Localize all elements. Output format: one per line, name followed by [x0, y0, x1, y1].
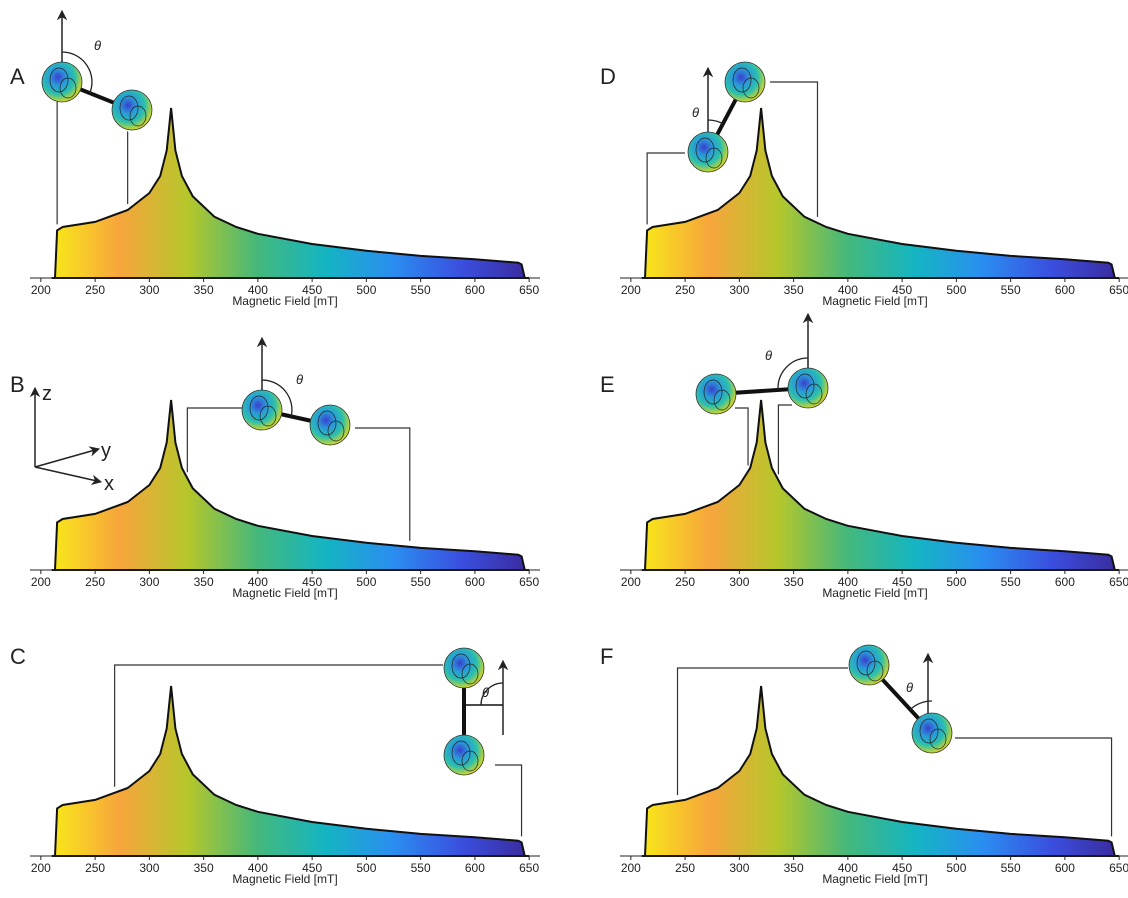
panel-label: B	[10, 372, 25, 397]
x-tick-label: 350	[784, 575, 804, 589]
panel-label: E	[600, 372, 615, 397]
x-tick-label: 500	[356, 575, 376, 589]
spectrum-area	[642, 686, 1119, 856]
x-tick-label: 600	[465, 575, 485, 589]
x-tick-label: 200	[31, 575, 51, 589]
x-tick-label: 650	[519, 861, 539, 875]
axis-label: y	[101, 440, 111, 462]
theta-label: θ	[692, 105, 699, 120]
x-tick-label: 200	[621, 283, 641, 297]
spectrum-area	[52, 108, 529, 278]
x-tick-label: 200	[31, 861, 51, 875]
x-tick-label: 500	[356, 283, 376, 297]
axis-label: x	[104, 473, 114, 495]
x-tick-label: 250	[675, 283, 695, 297]
x-tick-label: 650	[1109, 283, 1128, 297]
x-tick-label: 250	[675, 575, 695, 589]
x-tick-label: 550	[411, 575, 431, 589]
axis-y	[35, 450, 95, 467]
angle-arc	[708, 120, 723, 124]
x-tick-label: 300	[729, 283, 749, 297]
x-tick-label: 350	[194, 861, 214, 875]
x-tick-label: 600	[1055, 575, 1075, 589]
x-tick-label: 200	[31, 283, 51, 297]
x-tick-label: 600	[465, 861, 485, 875]
x-axis-label: Magnetic Field [mT]	[822, 872, 927, 886]
marker-line	[955, 738, 1112, 836]
panel-label: A	[10, 64, 25, 89]
x-tick-label: 200	[621, 861, 641, 875]
x-axis-label: Magnetic Field [mT]	[232, 294, 337, 308]
x-tick-label: 350	[784, 861, 804, 875]
x-axis-label: Magnetic Field [mT]	[232, 586, 337, 600]
x-tick-label: 650	[1109, 575, 1128, 589]
marker-line	[735, 408, 748, 465]
theta-label: θ	[482, 685, 489, 700]
x-tick-label: 600	[1055, 283, 1075, 297]
panel-label: D	[600, 64, 616, 89]
marker-line	[647, 153, 685, 224]
x-axis-label: Magnetic Field [mT]	[822, 586, 927, 600]
axis-label: z	[42, 383, 52, 405]
marker-line	[778, 405, 792, 474]
panel-label: C	[10, 644, 26, 669]
x-tick-label: 550	[411, 283, 431, 297]
x-tick-label: 350	[194, 283, 214, 297]
axis-x	[35, 467, 97, 481]
x-tick-label: 550	[1001, 861, 1021, 875]
theta-label: θ	[296, 372, 303, 387]
x-tick-label: 600	[1055, 861, 1075, 875]
x-tick-label: 300	[139, 575, 159, 589]
x-tick-label: 350	[784, 283, 804, 297]
spectrum-area	[52, 400, 529, 570]
x-tick-label: 250	[85, 575, 105, 589]
x-tick-label: 300	[729, 575, 749, 589]
x-tick-label: 500	[356, 861, 376, 875]
x-tick-label: 550	[1001, 575, 1021, 589]
x-tick-label: 500	[946, 283, 966, 297]
theta-label: θ	[765, 348, 772, 363]
x-tick-label: 500	[946, 861, 966, 875]
x-tick-label: 650	[519, 575, 539, 589]
x-tick-label: 200	[621, 575, 641, 589]
marker-line	[355, 428, 410, 541]
x-tick-label: 500	[946, 575, 966, 589]
x-tick-label: 250	[85, 283, 105, 297]
theta-label: θ	[906, 680, 913, 695]
x-tick-label: 300	[729, 861, 749, 875]
x-tick-label: 550	[411, 861, 431, 875]
theta-label: θ	[94, 38, 101, 53]
x-axis-label: Magnetic Field [mT]	[822, 294, 927, 308]
x-tick-label: 600	[465, 283, 485, 297]
x-tick-label: 250	[85, 861, 105, 875]
marker-line	[187, 408, 243, 472]
x-tick-label: 550	[1001, 283, 1021, 297]
x-tick-label: 300	[139, 861, 159, 875]
x-tick-label: 650	[1109, 861, 1128, 875]
x-axis-label: Magnetic Field [mT]	[232, 872, 337, 886]
spectrum-area	[642, 400, 1119, 570]
x-tick-label: 650	[519, 283, 539, 297]
x-tick-label: 350	[194, 575, 214, 589]
x-tick-label: 300	[139, 283, 159, 297]
panel-label: F	[600, 644, 613, 669]
x-tick-label: 250	[675, 861, 695, 875]
marker-line	[495, 765, 522, 836]
